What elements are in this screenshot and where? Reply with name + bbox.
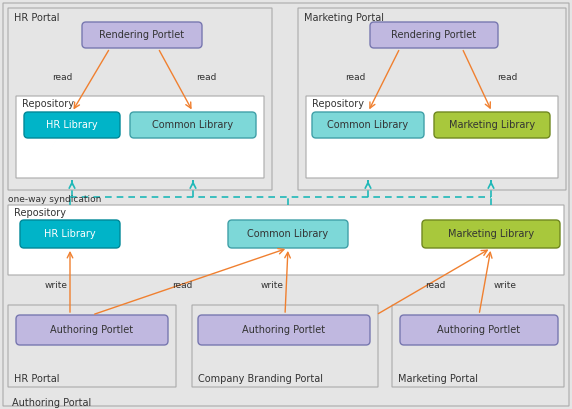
Text: Authoring Portal: Authoring Portal — [12, 398, 92, 408]
Text: Repository: Repository — [14, 208, 66, 218]
Text: write: write — [45, 281, 67, 290]
Text: HR Library: HR Library — [44, 229, 96, 239]
Text: read: read — [196, 74, 216, 83]
FancyBboxPatch shape — [228, 220, 348, 248]
Text: Common Library: Common Library — [248, 229, 328, 239]
FancyBboxPatch shape — [192, 305, 378, 387]
FancyBboxPatch shape — [8, 8, 272, 190]
Text: write: write — [494, 281, 517, 290]
FancyBboxPatch shape — [434, 112, 550, 138]
Text: read: read — [497, 74, 517, 83]
Text: Authoring Portlet: Authoring Portlet — [243, 325, 325, 335]
FancyBboxPatch shape — [298, 8, 566, 190]
Text: Rendering Portlet: Rendering Portlet — [100, 30, 185, 40]
FancyBboxPatch shape — [370, 22, 498, 48]
FancyBboxPatch shape — [422, 220, 560, 248]
Text: write: write — [260, 281, 284, 290]
FancyBboxPatch shape — [400, 315, 558, 345]
Text: read: read — [425, 281, 445, 290]
FancyBboxPatch shape — [20, 220, 120, 248]
Text: Common Library: Common Library — [327, 120, 408, 130]
Text: Repository: Repository — [312, 99, 364, 109]
Text: HR Portal: HR Portal — [14, 13, 59, 23]
FancyBboxPatch shape — [306, 96, 558, 178]
FancyBboxPatch shape — [392, 305, 564, 387]
FancyBboxPatch shape — [24, 112, 120, 138]
FancyBboxPatch shape — [16, 96, 264, 178]
Text: HR Library: HR Library — [46, 120, 98, 130]
Text: one-way syndication: one-way syndication — [8, 195, 101, 204]
FancyBboxPatch shape — [8, 305, 176, 387]
Text: Marketing Portal: Marketing Portal — [304, 13, 384, 23]
Text: read: read — [52, 74, 72, 83]
Text: Company Branding Portal: Company Branding Portal — [198, 374, 323, 384]
Text: Rendering Portlet: Rendering Portlet — [391, 30, 476, 40]
FancyBboxPatch shape — [16, 315, 168, 345]
Text: read: read — [345, 74, 365, 83]
Text: Marketing Library: Marketing Library — [449, 120, 535, 130]
Text: Marketing Portal: Marketing Portal — [398, 374, 478, 384]
Text: Common Library: Common Library — [152, 120, 233, 130]
Text: Repository: Repository — [22, 99, 74, 109]
FancyBboxPatch shape — [8, 205, 564, 275]
Text: Authoring Portlet: Authoring Portlet — [438, 325, 521, 335]
Text: Authoring Portlet: Authoring Portlet — [50, 325, 134, 335]
Text: Marketing Library: Marketing Library — [448, 229, 534, 239]
FancyBboxPatch shape — [198, 315, 370, 345]
FancyBboxPatch shape — [130, 112, 256, 138]
Text: HR Portal: HR Portal — [14, 374, 59, 384]
FancyBboxPatch shape — [312, 112, 424, 138]
FancyBboxPatch shape — [3, 3, 569, 406]
FancyBboxPatch shape — [82, 22, 202, 48]
Text: read: read — [172, 281, 192, 290]
